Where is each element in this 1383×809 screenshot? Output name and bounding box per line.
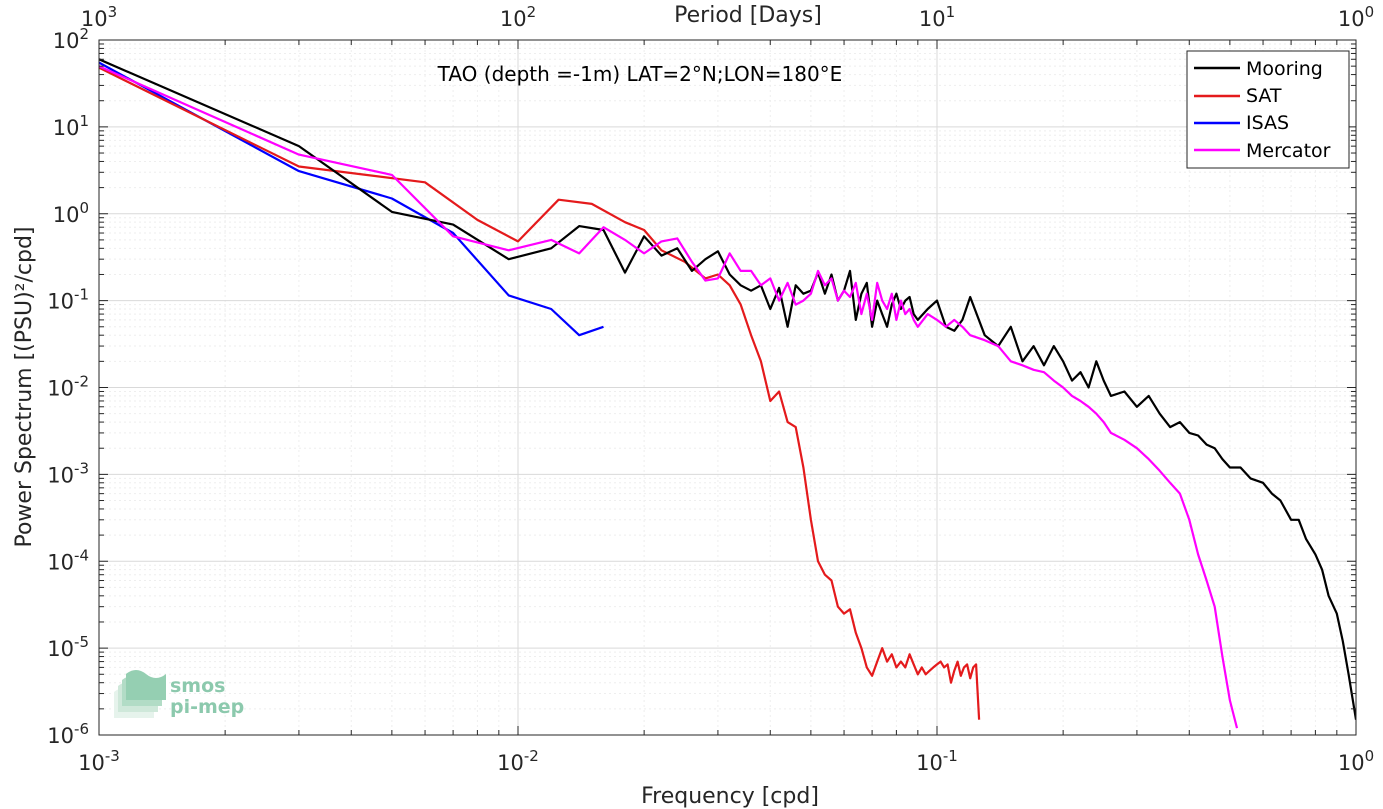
y-tick-label: 10-2: [47, 373, 89, 401]
top-x-axis-label: Period [Days]: [674, 3, 822, 28]
legend-label-isas: ISAS: [1246, 112, 1289, 134]
y-tick-label: 101: [53, 112, 89, 140]
y-tick-label: 10-1: [47, 286, 89, 314]
y-tick-label: 10-3: [47, 459, 89, 487]
legend-label-mooring: Mooring: [1246, 58, 1323, 80]
x-axis-label: Frequency [cpd]: [641, 784, 819, 809]
series-line-mooring: [99, 58, 1356, 720]
chart-title: TAO (depth =-1m) LAT=2°N;LON=180°E: [437, 62, 843, 86]
series-line-sat: [99, 66, 981, 720]
top-x-tick-label: 103: [81, 3, 117, 31]
series-layer: [99, 58, 1356, 729]
ticks: [98, 40, 1356, 736]
top-x-tick-label: 102: [500, 3, 536, 31]
x-tick-label: 10-3: [78, 747, 120, 775]
legend-box: [1186, 50, 1350, 169]
y-tick-label: 10-6: [47, 720, 89, 748]
legend-label-mercator: Mercator: [1246, 140, 1331, 162]
y-tick-label: 10-5: [47, 633, 89, 661]
y-tick-label: 10-4: [47, 546, 89, 574]
y-axis-label: Power Spectrum [(PSU)²/cpd]: [12, 226, 37, 547]
y-tick-label: 102: [53, 25, 89, 53]
smos-pi-mep-logo: smos pi-mep: [114, 670, 244, 718]
logo-text-pi-mep: pi-mep: [170, 696, 244, 718]
top-x-tick-label: 100: [1338, 3, 1374, 31]
legend-label-sat: SAT: [1246, 85, 1282, 107]
logo-wave-mark: [114, 670, 166, 718]
series-line-isas: [99, 61, 604, 337]
series-line-mercator: [99, 65, 1239, 729]
legend: Mooring SAT ISAS Mercator: [1186, 50, 1350, 169]
y-tick-label: 100: [53, 199, 89, 227]
top-x-tick-label: 101: [919, 3, 955, 31]
logo-text-smos: smos: [170, 675, 225, 697]
x-tick-label: 10-1: [916, 747, 958, 775]
x-tick-label: 100: [1338, 747, 1374, 775]
x-tick-label: 10-2: [497, 747, 539, 775]
